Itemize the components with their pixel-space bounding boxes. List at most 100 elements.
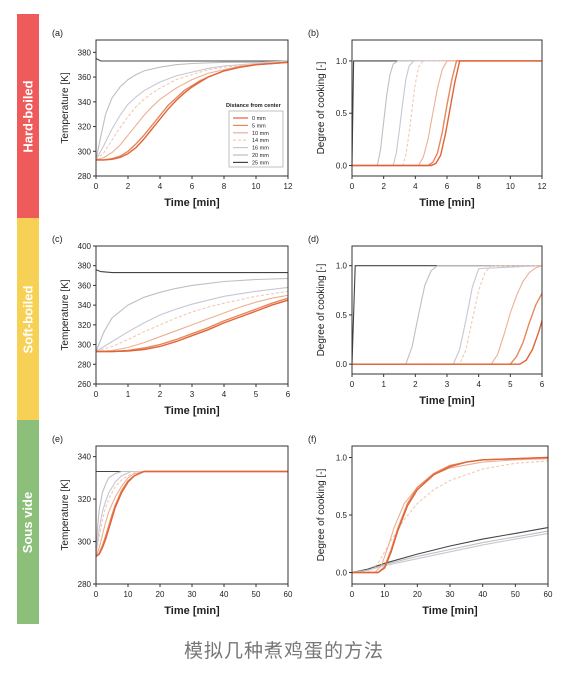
chart-panel: 0 10 20 30 40 50 60 280 300 320 340 Time [min] Tempe… — [52, 434, 293, 617]
chart-panel: 0 2 4 6 8 10 12 280 300 320 340 360 380 Time [min] Tem… — [52, 28, 293, 209]
y-tick-label: 380 — [78, 48, 92, 57]
y-axis-label: Degree of cooking [-] — [316, 468, 327, 561]
x-axis-label: Time [min] — [422, 605, 478, 617]
series-line — [352, 265, 543, 365]
series-line — [95, 286, 289, 352]
series-line — [352, 60, 542, 167]
y-tick-label: 300 — [78, 147, 92, 156]
y-tick-label: 320 — [78, 495, 92, 504]
y-tick-label: 380 — [78, 262, 92, 271]
x-tick-label: 8 — [476, 182, 481, 191]
x-tick-label: 2 — [158, 390, 163, 399]
x-tick-label: 0 — [350, 380, 355, 389]
panel-label: (a) — [52, 28, 63, 38]
x-tick-label: 50 — [252, 590, 261, 599]
x-tick-label: 1 — [126, 390, 131, 399]
y-tick-label: 360 — [78, 281, 92, 290]
y-tick-label: 0.5 — [336, 109, 348, 118]
x-tick-label: 5 — [254, 390, 259, 399]
series-line — [95, 290, 289, 353]
x-axis-label: Time [min] — [419, 395, 475, 407]
x-tick-label: 2 — [413, 380, 418, 389]
x-axis-label: Time [min] — [419, 197, 475, 209]
x-tick-label: 30 — [188, 590, 197, 599]
x-tick-label: 6 — [540, 380, 545, 389]
series-line — [351, 527, 549, 574]
panel-label: (f) — [308, 434, 317, 444]
x-tick-label: 0 — [94, 590, 99, 599]
x-axis-label: Time [min] — [164, 197, 220, 209]
series-line — [352, 265, 542, 365]
x-tick-label: 0 — [94, 182, 99, 191]
series-line — [95, 470, 288, 557]
x-tick-label: 8 — [222, 182, 227, 191]
series-line — [352, 456, 549, 574]
y-tick-label: 260 — [78, 380, 92, 389]
y-tick-label: 0.5 — [336, 511, 348, 520]
x-tick-label: 12 — [284, 182, 293, 191]
x-tick-label: 5 — [508, 380, 513, 389]
plot-frame — [95, 245, 289, 385]
x-tick-label: 0 — [350, 182, 355, 191]
x-tick-label: 4 — [158, 182, 163, 191]
plot-frame — [95, 445, 289, 585]
x-tick-label: 0 — [350, 590, 355, 599]
panel-label: (c) — [52, 234, 63, 244]
figure-caption: 模拟几种煮鸡蛋的方法 — [183, 640, 384, 662]
x-tick-label: 4 — [413, 182, 418, 191]
y-tick-label: 300 — [78, 538, 92, 547]
y-tick-label: 0.5 — [336, 311, 348, 320]
series-line — [95, 61, 289, 161]
x-tick-label: 4 — [476, 380, 481, 389]
chart-panel: 0 2 4 6 8 10 12 0.0 0.5 1.0 Time [min] Degree of co… — [308, 28, 547, 209]
x-tick-label: 12 — [538, 182, 547, 191]
series-line — [352, 456, 549, 574]
legend-entry: 16 mm — [252, 146, 269, 152]
panel-label: (d) — [308, 234, 319, 244]
legend-entry: 10 mm — [252, 131, 269, 137]
x-axis-label: Time [min] — [164, 405, 220, 417]
series-line — [352, 60, 542, 167]
series-line — [95, 58, 288, 62]
panel-label: (b) — [308, 28, 319, 38]
y-tick-label: 320 — [78, 123, 92, 132]
y-axis-label: Degree of cooking [-] — [316, 61, 327, 154]
y-tick-label: 340 — [78, 98, 92, 107]
x-tick-label: 60 — [284, 590, 293, 599]
x-axis-label: Time [min] — [164, 605, 220, 617]
x-tick-label: 6 — [286, 390, 291, 399]
x-tick-label: 6 — [190, 182, 195, 191]
x-tick-label: 40 — [478, 590, 487, 599]
y-tick-label: 300 — [78, 341, 92, 350]
series-line — [351, 265, 542, 365]
series-line — [95, 61, 289, 161]
y-tick-label: 1.0 — [336, 454, 348, 463]
series-line — [352, 60, 542, 167]
y-tick-label: 280 — [78, 580, 92, 589]
x-tick-label: 3 — [445, 380, 450, 389]
y-tick-label: 1.0 — [336, 57, 348, 66]
x-tick-label: 0 — [94, 390, 99, 399]
y-tick-label: 0.0 — [336, 162, 348, 171]
x-tick-label: 1 — [381, 380, 386, 389]
x-tick-label: 10 — [380, 590, 389, 599]
series-line — [95, 470, 288, 557]
y-axis-label: Degree of cooking [-] — [316, 263, 327, 356]
y-tick-label: 360 — [78, 73, 92, 82]
y-axis-label: Temperature [K] — [60, 279, 71, 350]
y-tick-label: 280 — [78, 172, 92, 181]
y-tick-label: 320 — [78, 321, 92, 330]
chart-panel: 0 1 2 3 4 5 6 0.0 0.5 1.0 Time [min] Degree of cook… — [308, 234, 545, 407]
legend-box — [228, 110, 284, 168]
x-tick-label: 4 — [222, 390, 227, 399]
y-tick-label: 0.0 — [336, 569, 348, 578]
x-tick-label: 10 — [124, 590, 133, 599]
series-line — [352, 265, 543, 365]
x-tick-label: 2 — [381, 182, 386, 191]
y-axis-label: Temperature [K] — [60, 479, 71, 550]
series-line — [95, 277, 289, 352]
x-tick-label: 20 — [156, 590, 165, 599]
row-band-hard-boiled: Hard-boiled — [17, 14, 39, 218]
